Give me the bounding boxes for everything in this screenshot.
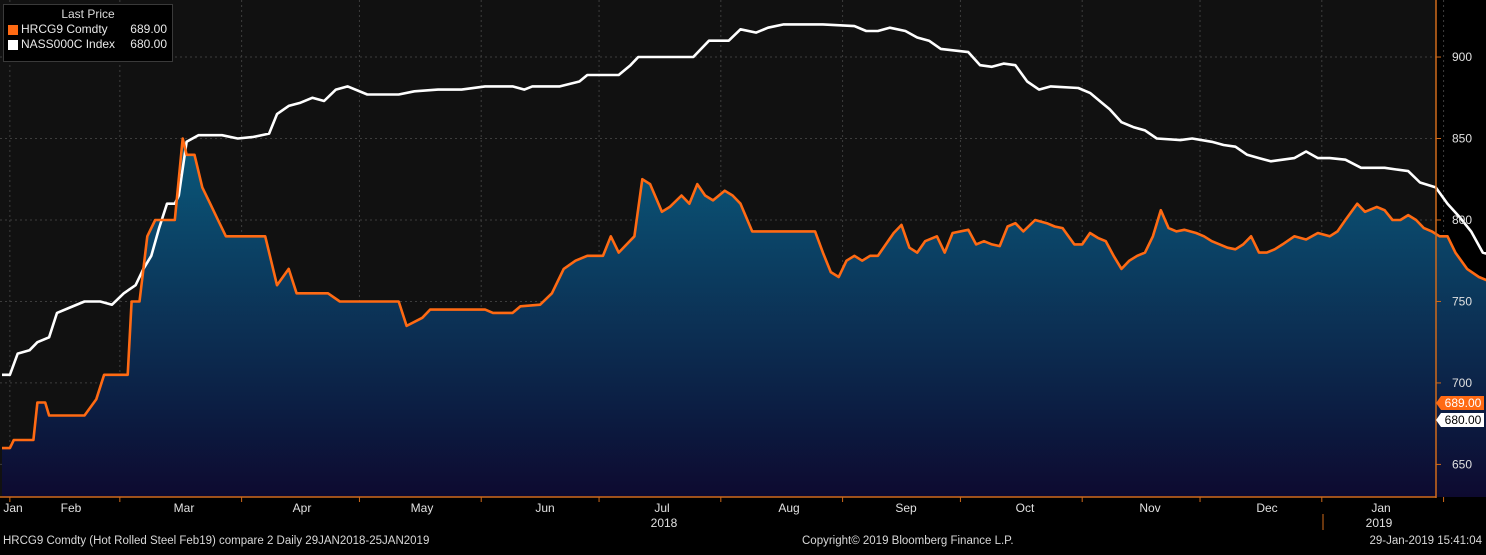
legend-item-nass000c: NASS000C Index 680.00 (4, 37, 172, 52)
footer-description: HRCG9 Comdty (Hot Rolled Steel Feb19) co… (3, 535, 430, 547)
legend-swatch-nass000c (8, 39, 18, 50)
legend-item-hrcg9: HRCG9 Comdty 689.00 (4, 22, 172, 37)
x-tick-label: Dec (1256, 501, 1277, 515)
y-tick-label: 750 (1452, 294, 1472, 308)
x-tick-label: May (411, 501, 434, 515)
last-value-label: 689.00 (1445, 396, 1482, 410)
last-value-badge (1436, 413, 1484, 427)
last-value-badge (1436, 396, 1484, 410)
legend-value: 689.00 (130, 22, 167, 36)
series-areas (2, 138, 1486, 497)
x-tick-label: Apr (293, 501, 312, 515)
x-tick-label: Jan (1371, 501, 1390, 515)
x-tick-label: Jul (654, 501, 669, 515)
legend-swatch-hrcg9 (8, 24, 18, 35)
x-tick-label: Oct (1016, 501, 1035, 515)
x-tick-label: Jan (3, 501, 22, 515)
y-tick-label: 900 (1452, 50, 1472, 64)
y-tick-label: 850 (1452, 132, 1472, 146)
x-tick-label: Sep (895, 501, 917, 515)
x-tick-label: Aug (778, 501, 799, 515)
axes (0, 0, 1445, 530)
year-label: 2019 (1366, 516, 1393, 530)
x-tick-label: Jun (535, 501, 554, 515)
series-line (2, 23, 1486, 377)
year-label: 2018 (651, 516, 678, 530)
series-area-fill (2, 138, 1486, 497)
last-value-labels: 689.00 680.00 (1436, 396, 1484, 427)
x-tick-label: Feb (61, 501, 82, 515)
x-tick-label: Nov (1139, 501, 1160, 515)
legend-value: 680.00 (130, 37, 167, 51)
legend-label: NASS000C Index (21, 37, 116, 51)
legend: Last Price HRCG9 Comdty 689.00 NASS000C … (3, 4, 173, 62)
tick-labels: 650 700 750 800 850 900 Jan Feb Mar Apr May Jun Jul A… (3, 50, 1472, 530)
y-tick-label: 800 (1452, 213, 1472, 227)
legend-title: Last Price (61, 7, 115, 21)
series-line (2, 137, 1486, 450)
y-tick-label: 700 (1452, 376, 1472, 390)
footer-timestamp: 29-Jan-2019 15:41:04 (1369, 535, 1482, 547)
y-tick-label: 650 (1452, 457, 1472, 471)
footer-copyright: Copyright© 2019 Bloomberg Finance L.P. (802, 535, 1014, 547)
x-tick-label: Mar (174, 501, 195, 515)
last-value-label: 680.00 (1445, 413, 1482, 427)
series-lines (2, 23, 1486, 450)
legend-label: HRCG9 Comdty (21, 22, 108, 36)
